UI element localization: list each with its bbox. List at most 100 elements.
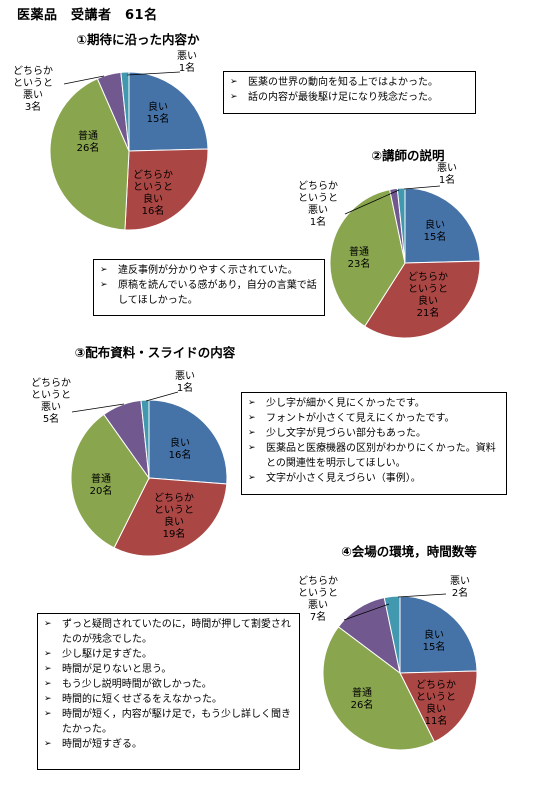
arrow-bullet-icon: ➢ [248, 413, 256, 423]
comment-item: ➢ 時間的に短くせざるをえなかった。 [44, 692, 293, 707]
slice-label-4: 悪い 2名 [450, 575, 470, 599]
slice-label-1: どちらかというと良い 16名 [133, 169, 173, 217]
slice-label-0: 良い 15名 [424, 218, 447, 243]
pie-slice-1 [124, 148, 209, 231]
chart-title: ②講師の説明 [371, 148, 444, 163]
pie-slice-2 [322, 626, 436, 751]
pie-slice-0 [404, 187, 481, 264]
pie-slice-1 [364, 260, 481, 339]
comment-item: ➢ 話の内容が最後駆け足になり残念だった。 [230, 90, 469, 105]
comment-list-2: ➢ 違反事例が分かりやすく示されていた。 ➢ 原稿を読んでいる感があり，自分の言葉で話… [100, 263, 318, 308]
comment-text: 医薬品と医療機器の区別がわかりにくかった。資料との関連性を明示してほしい。 [266, 443, 496, 469]
pie-slice-0 [128, 71, 209, 152]
slice-label-4: 悪い 1名 [175, 370, 195, 394]
pie-slice-4 [120, 71, 130, 152]
comment-text: 文字が小さく見えづらい（事例）。 [266, 473, 421, 484]
leader-line [126, 71, 181, 76]
comment-item: ➢ 少し字が細かく見にくかったです。 [248, 396, 500, 411]
leader-line [397, 593, 447, 598]
arrow-bullet-icon: ➢ [44, 649, 52, 659]
arrow-bullet-icon: ➢ [248, 428, 256, 438]
comment-list-1: ➢ 医薬の世界の動向を知る上ではよかった。 ➢ 話の内容が最後駆け足になり残念だった。 [230, 75, 469, 105]
comment-text: 時間が短すぎる。 [62, 739, 142, 750]
comment-text: フォントが小さくて見えにくかったです。 [266, 413, 455, 424]
slice-label-0: 良い 15名 [147, 100, 170, 125]
comment-item: ➢ ずっと疑問されていたのに，時間が押して割愛されたのが残念でした。 [44, 617, 293, 647]
comment-text: 医薬の世界の動向を知る上ではよかった。 [248, 77, 438, 88]
comment-item: ➢ 文字が小さく見えづらい（事例）。 [248, 471, 500, 486]
leader-line [344, 189, 400, 215]
pie-slice-0 [399, 595, 478, 674]
chart-title: ①期待に沿った内容か [76, 32, 200, 47]
page-title: 医薬品 受講者 61名 [17, 8, 158, 23]
comment-item: ➢ もう少し説明時間が欲しかった。 [44, 677, 293, 692]
pie-slice-2 [70, 413, 150, 549]
comment-box-4: ➢ ずっと疑問されていたのに，時間が押して割愛されたのが残念でした。 ➢ 少し駆け足す… [37, 613, 300, 770]
comment-item: ➢ 医薬の世界の動向を知る上ではよかった。 [230, 75, 469, 90]
leader-line [343, 603, 390, 621]
comment-text: 原稿を読んでいる感があり，自分の言葉で話してほしかった。 [118, 280, 317, 306]
leader-line [71, 403, 125, 413]
comment-box-3: ➢ 少し字が細かく見にくかったです。 ➢ フォントが小さくて見えにくかったです。 ➢ 少し… [241, 392, 507, 495]
comment-text: 時間的に短くせざるをえなかった。 [62, 694, 222, 705]
comment-text: 少し文字が見づらい部分もあった。 [266, 428, 426, 439]
comment-item: ➢ 時間が短く，内容が駆け足で，もう少し詳しく聞きたかった。 [44, 707, 293, 737]
arrow-bullet-icon: ➢ [230, 77, 238, 87]
slice-label-1: どちらかというと良い 19名 [154, 492, 194, 540]
comment-box-2: ➢ 違反事例が分かりやすく示されていた。 ➢ 原稿を読んでいる感があり，自分の言葉で話… [93, 259, 325, 316]
comment-list-3: ➢ 少し字が細かく見にくかったです。 ➢ フォントが小さくて見えにくかったです。 ➢ 少し… [248, 396, 500, 486]
comment-text: 話の内容が最後駆け足になり残念だった。 [248, 92, 438, 103]
pie-slice-4 [383, 595, 401, 674]
slice-label-2: 普通 20名 [90, 472, 113, 497]
comment-item: ➢ 原稿を読んでいる感があり，自分の言葉で話してほしかった。 [100, 278, 318, 308]
arrow-bullet-icon: ➢ [44, 619, 52, 629]
leader-line [63, 75, 105, 85]
chart-title: ③配布資料・スライドの内容 [75, 345, 236, 360]
slice-label-4: 悪い 1名 [177, 50, 197, 74]
arrow-bullet-icon: ➢ [248, 473, 256, 483]
slice-label-4: 悪い 1名 [437, 162, 457, 186]
arrow-bullet-icon: ➢ [230, 92, 238, 102]
arrow-bullet-icon: ➢ [100, 265, 108, 275]
pie-slice-4 [396, 187, 406, 264]
leader-line [145, 391, 179, 402]
arrow-bullet-icon: ➢ [100, 280, 108, 290]
comment-text: ずっと疑問されていたのに，時間が押して割愛されたのが残念でした。 [62, 619, 291, 645]
arrow-bullet-icon: ➢ [44, 739, 52, 749]
comment-text: もう少し説明時間が欲しかった。 [62, 679, 212, 690]
comment-item: ➢ 時間が短すぎる。 [44, 737, 293, 752]
slice-label-0: 良い 15名 [423, 628, 446, 653]
slice-label-3: どちらかというと悪い 3名 [13, 65, 53, 113]
slice-label-3: どちらかというと悪い 7名 [298, 575, 338, 623]
comment-text: 少し駆け足すぎた。 [62, 649, 152, 660]
arrow-bullet-icon: ➢ [44, 664, 52, 674]
slice-label-2: 普通 23名 [348, 245, 371, 270]
pie-slice-2 [329, 188, 406, 327]
arrow-bullet-icon: ➢ [44, 694, 52, 704]
arrow-bullet-icon: ➢ [248, 398, 256, 408]
comment-box-1: ➢ 医薬の世界の動向を知る上ではよかった。 ➢ 話の内容が最後駆け足になり残念だった。 [223, 71, 476, 114]
comment-item: ➢ 時間が足りないと思う。 [44, 662, 293, 677]
slice-label-0: 良い 16名 [169, 436, 192, 461]
arrow-bullet-icon: ➢ [44, 679, 52, 689]
pie-slice-2 [49, 77, 130, 231]
arrow-bullet-icon: ➢ [248, 443, 256, 453]
slice-label-1: どちらかというと良い 11名 [416, 679, 456, 727]
comment-text: 時間が短く，内容が駆け足で，もう少し詳しく聞きたかった。 [62, 709, 291, 735]
comment-item: ➢ 医薬品と医療機器の区別がわかりにくかった。資料との関連性を明示してほしい。 [248, 441, 500, 471]
slice-label-2: 普通 26名 [77, 129, 100, 154]
comment-text: 時間が足りないと思う。 [62, 664, 172, 675]
arrow-bullet-icon: ➢ [44, 709, 52, 719]
comment-item: ➢ 少し文字が見づらい部分もあった。 [248, 426, 500, 441]
chart-title: ④会場の環境，時間数等 [341, 544, 477, 559]
slice-label-1: どちらかというと良い 21名 [408, 271, 448, 319]
slice-label-2: 普通 26名 [351, 686, 374, 711]
comment-list-4: ➢ ずっと疑問されていたのに，時間が押して割愛されたのが残念でした。 ➢ 少し駆け足す… [44, 617, 293, 752]
comment-text: 少し字が細かく見にくかったです。 [266, 398, 425, 409]
comment-item: ➢ フォントが小さくて見えにくかったです。 [248, 411, 500, 426]
pie-slice-1 [399, 670, 478, 743]
